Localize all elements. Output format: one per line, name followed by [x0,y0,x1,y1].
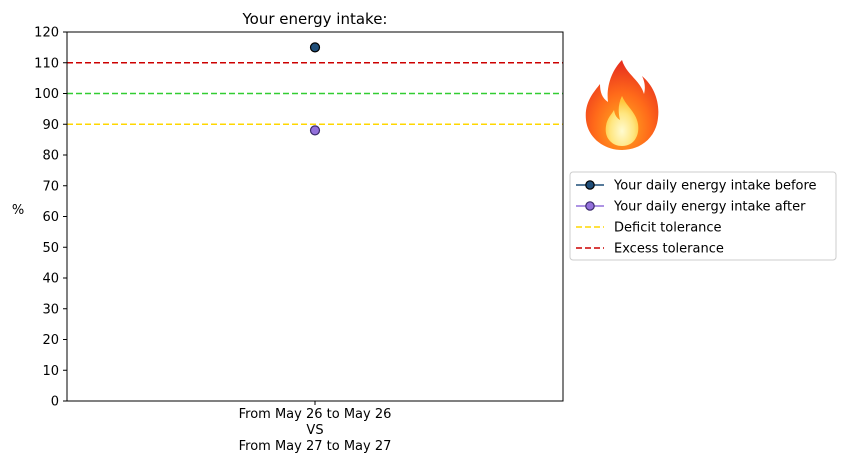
y-tick-label-4: 40 [42,272,59,287]
y-tick-label-5: 50 [42,241,59,256]
y-axis-label: % [12,203,24,218]
legend-label-3: Excess tolerance [614,242,724,257]
data-points [309,42,321,136]
y-tick-label-6: 60 [42,210,59,225]
legend: Your daily energy intake before Your dail… [569,171,837,261]
data-point-0-0 [309,42,321,53]
y-tick-label-11: 110 [34,56,59,71]
legend-marker-1 [585,201,595,211]
plot-area-frame [66,31,564,402]
chart-title: Your energy intake: [241,10,387,28]
y-tick-label-9: 90 [42,118,59,133]
reference-lines [67,61,563,126]
legend-label-0: Your daily energy intake before [613,179,817,194]
legend-label-2: Deficit tolerance [614,221,722,236]
legend-frame [569,171,837,261]
y-tick-label-12: 120 [34,26,59,41]
x-axis-ticks: From May 26 to May 26 VS From May 27 to Ma… [239,401,392,454]
fire-icon [585,60,659,150]
y-tick-label-10: 100 [34,87,59,102]
y-tick-label-1: 10 [42,364,59,379]
legend-label-1: Your daily energy intake after [613,200,806,215]
legend-marker-0 [585,180,595,190]
x-tick-label-0: From May 26 to May 26 VS From May 27 to Ma… [239,407,392,454]
y-tick-label-3: 30 [42,302,59,317]
y-tick-label-2: 20 [42,333,59,348]
y-tick-label-0: 0 [51,395,59,410]
data-point-1-0 [309,125,321,136]
y-axis-ticks: 0 10 20 30 40 50 60 70 80 90 100 110 120 [34,26,67,410]
y-tick-label-8: 80 [42,149,59,164]
y-tick-label-7: 70 [42,179,59,194]
